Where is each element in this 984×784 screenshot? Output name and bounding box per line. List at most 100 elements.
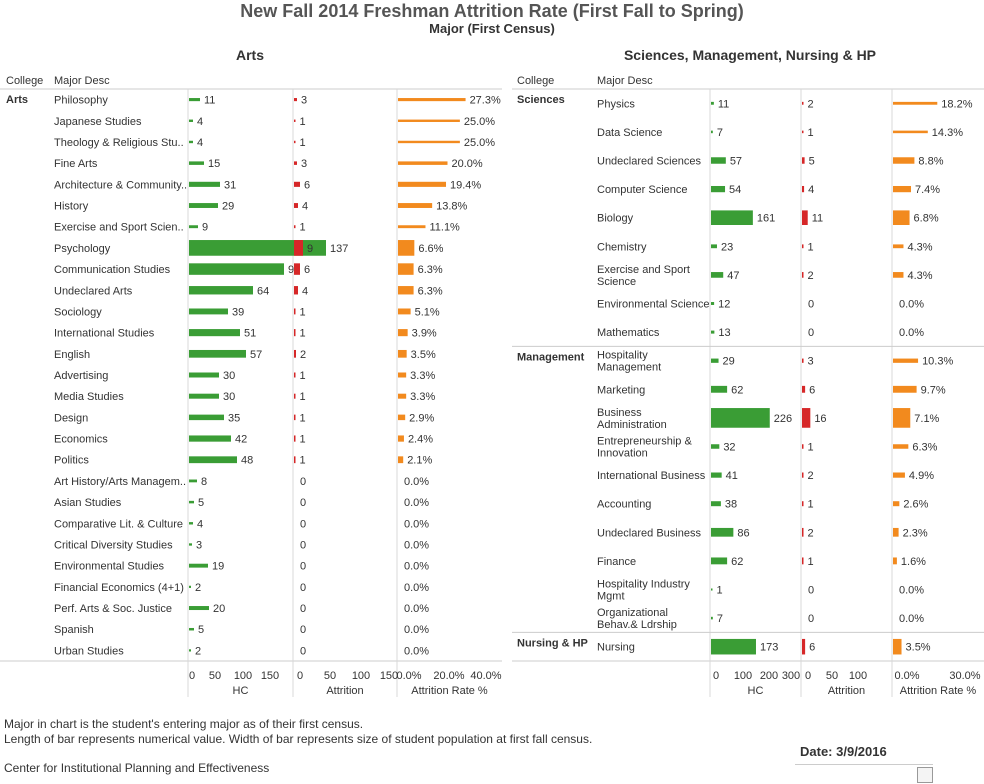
measure-axis-title: Attrition Rate % (411, 685, 488, 697)
major-label: Media Studies (54, 391, 124, 403)
attrition-value-label: 1 (808, 499, 814, 511)
attrition-tick-label: 100 (352, 670, 370, 682)
rate-bar (398, 161, 448, 165)
hc-bar (189, 585, 191, 588)
hc-tick-label: 100 (234, 670, 252, 682)
attrition-bar (802, 472, 804, 478)
rate-bar (893, 130, 928, 134)
major-label: Communication Studies (54, 264, 171, 276)
major-label: Organizational (597, 607, 668, 619)
attrition-tick-label: 50 (324, 670, 336, 682)
major-label: Advertising (54, 370, 108, 382)
hc-value-label: 5 (198, 624, 204, 636)
hc-value-label: 29 (723, 356, 735, 368)
rate-value-label: 9.7% (921, 384, 946, 396)
attrition-value-label: 1 (300, 412, 306, 424)
hc-value-label: 29 (222, 201, 234, 213)
rate-value-label: 3.3% (410, 370, 435, 382)
hc-bar (711, 101, 714, 105)
hc-value-label: 226 (774, 413, 792, 425)
column-header-major: Major Desc (597, 75, 653, 87)
rate-tick-label: 0.0% (396, 670, 421, 682)
attrition-value-label: 4 (302, 201, 308, 213)
attrition-bar (802, 157, 805, 164)
attrition-bar (294, 225, 296, 229)
hc-bar (711, 302, 715, 305)
rate-value-label: 4.3% (907, 270, 932, 282)
column-header-major: Major Desc (54, 75, 110, 87)
major-label: Undeclared Arts (54, 285, 133, 297)
attrition-value-label: 0 (300, 539, 306, 551)
hc-bar (189, 479, 197, 483)
attrition-value-label: 1 (808, 442, 814, 454)
rate-value-label: 2.1% (407, 455, 432, 467)
college-label: Management (517, 351, 585, 363)
rate-bar (893, 444, 909, 449)
panel-title-arts: Arts (235, 47, 264, 63)
rate-bar (398, 456, 404, 464)
hc-value-label: 5 (198, 497, 204, 509)
scrollbar[interactable] (795, 764, 933, 783)
attrition-value-label: 4 (302, 285, 308, 297)
attrition-bar (294, 181, 300, 187)
hc-bar (189, 98, 200, 102)
attrition-value-label: 1 (300, 434, 306, 446)
hc-value-label: 31 (224, 179, 236, 191)
rate-value-label: 27.3% (470, 95, 501, 107)
attrition-bar (802, 101, 804, 105)
rate-bar (398, 225, 426, 229)
hc-bar (189, 563, 208, 568)
hc-bar (711, 358, 719, 363)
rate-bar (893, 638, 902, 655)
rate-tick-label: 40.0% (470, 670, 501, 682)
major-label: Urban Studies (54, 645, 124, 657)
rate-value-label: 7.4% (915, 184, 940, 196)
hc-tick-label: 300 (782, 670, 800, 682)
rate-value-label: 13.8% (436, 201, 467, 213)
hc-bar (189, 308, 228, 315)
major-label: Art History/Arts Managem.. (54, 476, 186, 488)
rate-bar (398, 414, 406, 421)
attrition-tick-label: 50 (826, 670, 838, 682)
rate-bar (398, 181, 447, 187)
rate-bar (398, 308, 411, 315)
rate-bar (893, 408, 911, 428)
major-label: Japanese Studies (54, 116, 142, 128)
attrition-bar (294, 349, 296, 358)
major-label: Business (597, 407, 642, 419)
hc-value-label: 12 (718, 299, 730, 311)
column-header-college: College (6, 75, 43, 87)
attrition-value-label: 2 (808, 527, 814, 539)
hc-bar (711, 408, 770, 428)
hc-value-label: 57 (250, 349, 262, 361)
hc-bar (711, 638, 756, 655)
attrition-bar (294, 140, 296, 144)
major-label: Accounting (597, 499, 651, 511)
major-label: Mgmt (597, 591, 625, 603)
rate-value-label: 0.0% (404, 476, 429, 488)
rate-value-label: 2.6% (903, 499, 928, 511)
major-label: Behav.& Ldrship (597, 619, 677, 631)
major-label: Data Science (597, 127, 662, 139)
rate-bar (893, 472, 905, 478)
major-label: Fine Arts (54, 158, 98, 170)
attrition-bar (802, 527, 804, 537)
attrition-value-label: 5 (809, 156, 815, 168)
scrollbar-thumb[interactable] (917, 767, 933, 783)
rate-value-label: 3.9% (412, 328, 437, 340)
attrition-value-label: 4 (808, 184, 814, 196)
rate-value-label: 0.0% (404, 497, 429, 509)
rate-tick-label: 20.0% (433, 670, 464, 682)
hc-bar (711, 157, 726, 164)
attrition-value-label: 1 (300, 328, 306, 340)
major-label: Architecture & Community.. (54, 179, 187, 191)
hc-value-label: 64 (257, 285, 269, 297)
attrition-tick-label: 100 (849, 670, 867, 682)
hc-value-label: 51 (244, 328, 256, 340)
hc-value-label: 39 (232, 306, 244, 318)
hc-bar (711, 616, 713, 620)
hc-value-label: 48 (241, 455, 253, 467)
footer-org: Center for Institutional Planning and Ef… (4, 761, 270, 775)
major-label: Hospitality (597, 350, 648, 362)
rate-value-label: 20.0% (452, 158, 483, 170)
